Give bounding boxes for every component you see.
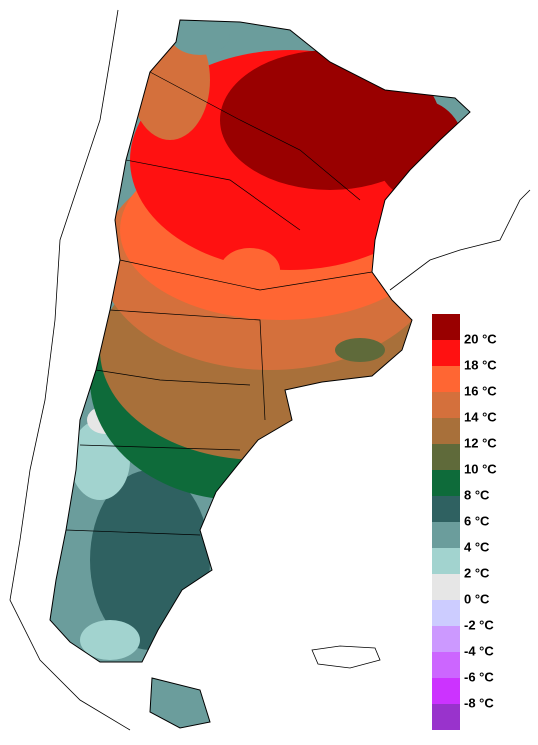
legend-label: 6 °C — [464, 513, 490, 528]
legend-label: -2 °C — [464, 617, 494, 632]
legend-swatch — [432, 548, 460, 574]
legend-label: 4 °C — [464, 539, 490, 554]
legend-label: 2 °C — [464, 565, 490, 580]
legend-label: -8 °C — [464, 695, 494, 710]
legend-label: -6 °C — [464, 669, 494, 684]
legend-label: 0 °C — [464, 591, 490, 606]
legend-swatch — [432, 678, 460, 704]
province-borders — [65, 71, 373, 536]
legend-swatch — [432, 704, 460, 730]
legend-label: 16 °C — [464, 383, 497, 398]
country-outline — [49, 19, 471, 729]
legend-label: 8 °C — [464, 487, 490, 502]
islands — [311, 645, 381, 669]
legend-swatch — [432, 314, 460, 340]
legend-label: 12 °C — [464, 435, 497, 450]
legend-label: 10 °C — [464, 461, 497, 476]
legend-label: 20 °C — [464, 331, 497, 346]
legend-swatch — [432, 600, 460, 626]
legend-swatch — [432, 392, 460, 418]
legend-swatch — [432, 522, 460, 548]
uruguay-coast — [389, 189, 531, 291]
legend-label: 14 °C — [464, 409, 497, 424]
legend-swatch — [432, 340, 460, 366]
chile-coast — [9, 9, 131, 731]
legend-swatch — [432, 444, 460, 470]
legend-swatch — [432, 574, 460, 600]
legend-swatch — [432, 418, 460, 444]
legend-swatch — [432, 626, 460, 652]
legend-label: 18 °C — [464, 357, 497, 372]
legend-swatch — [432, 496, 460, 522]
legend-label: -4 °C — [464, 643, 494, 658]
legend-swatch — [432, 366, 460, 392]
legend: 20 °C 18 °C 16 °C 14 °C 12 °C 10 °C 8 °C 6 °C 4 … — [432, 314, 497, 730]
legend-swatch — [432, 470, 460, 496]
legend-swatch — [432, 652, 460, 678]
